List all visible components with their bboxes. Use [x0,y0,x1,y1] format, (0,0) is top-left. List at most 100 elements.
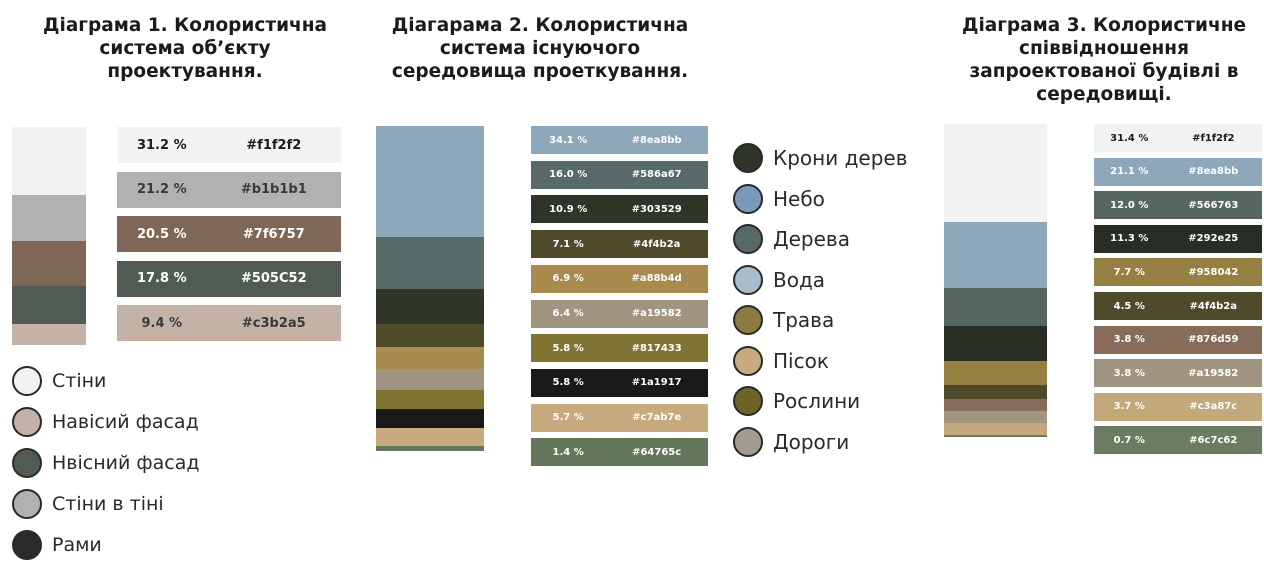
percent-label: 3.8 % [1113,367,1145,379]
chart-3-segment [944,423,1047,435]
chart-3-segment [944,288,1047,326]
percent-label: 31.4 % [1110,132,1149,144]
chart-3-swatch-list: 31.4 % #f1f2f2 21.1 % #8ea8bb 12.0 % #566763 1… [1094,124,1262,455]
hex-label: #505C52 [240,271,307,287]
legend-swatch-icon [733,224,763,255]
legend-item: Пісок [733,341,907,382]
legend-swatch-icon [733,426,763,457]
chart-3-segment [944,325,1047,362]
chart-1-segment [12,127,86,195]
chart-1-swatch-list: 31.2 % #f1f2f2 21.2 % #b1b1b1 20.5 % #7f6757 1… [117,127,341,347]
chart-3-segment [944,434,1047,437]
hex-label: #817433 [631,342,682,354]
legend-label: Навісий фасад [52,410,199,433]
legend-label: Пісок [773,348,829,373]
chart-2-segment [376,288,484,325]
chart-3-swatch-row: 21.1 % #8ea8bb [1094,157,1262,186]
chart-3-swatch-row: 4.5 % #4f4b2a [1094,292,1262,320]
chart-2-swatch-row: 34.1 % #8ea8bb [531,126,708,154]
legend-swatch-icon [12,406,42,437]
chart-2-swatch-row: 5.8 % #817433 [531,334,708,363]
legend-swatch-icon [733,264,763,295]
legend-item: Рослини [733,381,907,422]
percent-label: 10.9 % [549,203,588,215]
legend-item: Крони дерев [733,138,907,179]
legend-item: Дерева [733,219,907,260]
chart-1-swatch-row: 17.8 % #505C52 [117,260,341,297]
chart-2-segment [376,126,484,237]
legend-label: Вода [773,267,826,292]
percent-label: 16.0 % [549,169,588,181]
chart-1-title: Діаграма 1. Колористична система об’єкту… [43,15,327,82]
hex-label: #8ea8bb [631,134,682,146]
hex-label: #c7ab7e [632,412,682,424]
chart-3-segment [944,399,1047,412]
chart-3-segment [944,222,1047,289]
hex-label: #f1f2f2 [1192,132,1235,144]
percent-label: 17.8 % [136,271,187,287]
legend-swatch-icon [12,529,42,560]
chart-3-swatch-row: 11.3 % #292e25 [1094,224,1262,253]
chart-2-swatch-row: 10.9 % #303529 [531,195,708,224]
percent-label: 5.7 % [552,412,584,424]
percent-label: 34.1 % [549,134,588,146]
chart-3-swatch-row: 12.0 % #566763 [1094,191,1262,220]
chart-2-segment [376,324,484,348]
legend-label: Рами [52,533,102,556]
legend-item: Рами [12,524,199,565]
legend-label: Рослини [773,389,861,414]
legend-item: Вода [733,260,907,301]
chart-3-segment [944,411,1047,424]
chart-1-swatch-row: 20.5 % #7f6757 [117,216,341,253]
percent-label: 20.5 % [136,226,187,242]
hex-label: #8ea8bb [1188,166,1239,178]
chart-1-segment [12,241,86,286]
percent-label: 3.8 % [1113,334,1145,346]
percent-label: 6.9 % [552,273,584,285]
legend-swatch-icon [733,183,763,214]
percent-label: 9.4 % [141,315,183,331]
percent-label: 12.0 % [1110,199,1149,211]
chart-2-segment [376,446,484,451]
legend-item: Дороги [733,422,907,463]
hex-label: #a19582 [1188,367,1239,379]
chart-2-legend: Крони дерев Небо Дерева Вода Трава Пісок Росли… [733,138,907,462]
chart-2-swatch-row: 16.0 % #586a67 [531,160,708,189]
chart-1-segment [12,285,86,325]
chart-3-segment [944,385,1047,400]
chart-2-swatch-row: 7.1 % #4f4b2a [531,230,708,259]
legend-swatch-icon [12,447,42,478]
hex-label: #7f6757 [242,226,305,242]
chart-1-swatch-row: 31.2 % #f1f2f2 [117,127,341,163]
hex-label: #303529 [631,203,682,215]
legend-swatch-icon [12,365,42,396]
legend-item: Трава [733,300,907,341]
chart-3-swatch-row: 31.4 % #f1f2f2 [1094,124,1262,152]
hex-label: #a19582 [631,308,682,319]
legend-item: Стіни в тіні [12,483,199,524]
hex-label: #b1b1b1 [240,182,307,198]
chart-1-stacked-bar [12,127,86,345]
legend-item: Стіни [12,360,199,401]
chart-3-swatch-row: 7.7 % #958042 [1094,258,1262,287]
hex-label: #64765c [632,446,682,458]
legend-label: Небо [773,186,825,211]
percent-label: 31.2 % [136,137,187,153]
hex-label: #958042 [1188,266,1239,278]
chart-2-swatch-row: 6.4 % #a19582 [531,299,708,328]
percent-label: 0.7 % [1113,434,1145,446]
legend-label: Крони дерев [773,146,908,171]
legend-label: Стіни в тіні [52,492,164,515]
percent-label: 6.4 % [552,308,584,319]
legend-label: Дороги [773,429,850,454]
chart-2-title: Діагарама 2. Колористична система існуюч… [391,15,689,82]
percent-label: 4.5 % [1113,300,1145,312]
chart-3-segment [944,124,1047,223]
legend-item: Нвісний фасад [12,442,199,483]
hex-label: #4f4b2a [632,238,681,250]
chart-2-swatch-row: 1.4 % #64765c [531,438,708,467]
percent-label: 21.1 % [1110,166,1149,178]
legend-swatch-icon [733,386,763,417]
legend-label: Нвісний фасад [52,451,200,474]
chart-1-segment [12,194,86,242]
